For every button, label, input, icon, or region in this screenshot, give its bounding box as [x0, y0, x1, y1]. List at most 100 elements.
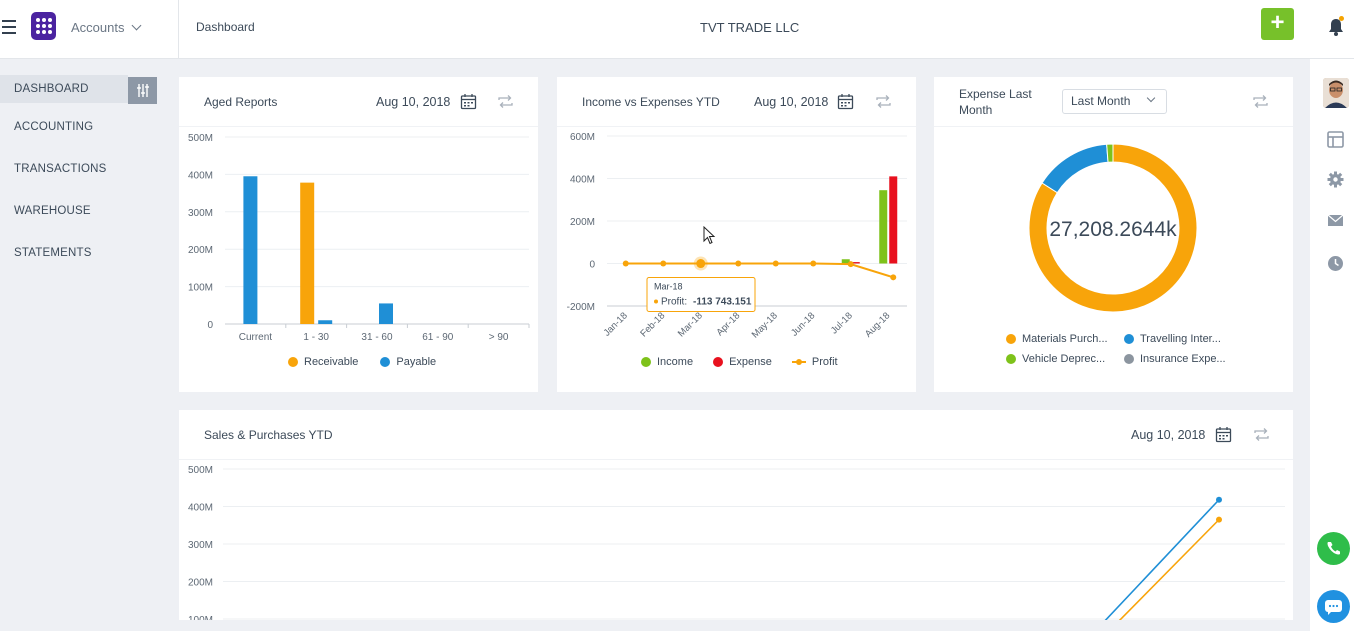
legend-label: Expense	[729, 356, 772, 368]
mouse-cursor	[703, 226, 716, 245]
bell-icon[interactable]	[1328, 18, 1344, 36]
income-chart: 600M 400M 200M 0 -200M Jan-18 Feb-18 Mar-18 Apr-…	[567, 132, 907, 341]
legend-label: Vehicle Deprec...	[1022, 353, 1106, 365]
card-title: Income vs Expenses YTD	[582, 95, 720, 109]
refresh-icon[interactable]	[1253, 426, 1270, 443]
tooltip-value: -113 743.151	[693, 297, 752, 308]
tooltip-box	[646, 277, 756, 312]
tooltip-label: Profit:	[661, 297, 687, 308]
bar-receivable	[300, 182, 315, 324]
y-tick-label: 200M	[188, 245, 213, 256]
bar-income	[879, 190, 888, 264]
refresh-icon[interactable]	[497, 93, 514, 110]
layout-icon[interactable]	[1327, 131, 1344, 148]
aged-legend: Receivable Payable	[288, 356, 436, 368]
x-tick-label: Mar-18	[676, 310, 705, 339]
legend-dot	[380, 357, 391, 367]
chevron-down-icon	[1146, 93, 1156, 103]
card-title: Expense Last Month	[959, 86, 1032, 118]
expense-donut-chart: 27,208.2644k	[1028, 143, 1198, 313]
gear-icon[interactable]	[1327, 171, 1344, 188]
card-date[interactable]: Aug 10, 2018	[754, 95, 829, 109]
card-title-line: Expense Last	[959, 87, 1032, 101]
card-header: Aged Reports Aug 10, 2018	[179, 77, 538, 127]
y-tick-label: 200M	[570, 217, 595, 228]
tooltip-dot	[654, 299, 658, 304]
chat-button[interactable]	[1317, 590, 1350, 623]
app-logo[interactable]	[31, 12, 56, 40]
card-date[interactable]: Aug 10, 2018	[1131, 428, 1206, 442]
x-tick-label: 31 - 60	[361, 332, 393, 343]
income-legend: Income Expense Profit	[641, 356, 838, 368]
legend-income[interactable]: Income	[641, 356, 693, 368]
card-title-line: Month	[959, 103, 993, 117]
sidebar-item-accounting[interactable]: ACCOUNTING	[14, 121, 94, 133]
legend-receivable[interactable]: Receivable	[288, 356, 358, 368]
y-tick-label: 400M	[188, 503, 213, 514]
y-tick-label: -200M	[567, 302, 595, 313]
legend-dot	[1124, 354, 1134, 364]
period-select-value: Last Month	[1071, 94, 1131, 108]
aged-reports-card: Aged Reports Aug 10, 2018 500M 400M 300M 20…	[179, 77, 538, 392]
y-tick-label: 400M	[188, 170, 213, 181]
legend-label: Income	[657, 356, 694, 368]
legend-vehicle[interactable]: Vehicle Deprec...	[1006, 353, 1124, 365]
sidebar-item-statements[interactable]: STATEMENTS	[14, 247, 92, 259]
expense-legend: Materials Purch... Travelling Inter... V…	[1006, 333, 1244, 365]
x-tick-label: Current	[239, 332, 273, 343]
breadcrumb[interactable]: Dashboard	[196, 20, 255, 34]
legend-insurance[interactable]: Insurance Expe...	[1124, 353, 1244, 365]
y-tick-label: 400M	[570, 175, 595, 186]
bar-income	[841, 259, 850, 264]
y-tick-label: 100M	[188, 615, 213, 620]
legend-dot	[1006, 334, 1016, 344]
y-tick-label: 300M	[188, 540, 213, 551]
bar-payable	[243, 176, 258, 324]
legend-payable[interactable]: Payable	[380, 356, 436, 368]
add-button[interactable]: +	[1261, 8, 1294, 40]
filter-settings-button[interactable]	[128, 77, 157, 104]
sidebar-item-transactions[interactable]: TRANSACTIONS	[14, 163, 107, 175]
series-line	[1104, 499, 1220, 620]
legend-expense[interactable]: Expense	[713, 356, 772, 368]
clock-icon[interactable]	[1327, 255, 1344, 272]
bar-payable	[318, 320, 333, 324]
donut-slice	[1028, 143, 1198, 313]
profit-point	[890, 274, 897, 281]
y-tick-label: 200M	[188, 578, 213, 589]
avatar[interactable]	[1323, 78, 1349, 108]
refresh-icon[interactable]	[875, 93, 892, 110]
divider	[178, 0, 179, 59]
refresh-icon[interactable]	[1252, 93, 1269, 110]
bar-payable	[379, 303, 393, 324]
sliders-icon	[137, 84, 149, 97]
legend-profit[interactable]: Profit	[791, 356, 838, 368]
sales-chart: 500M 400M 300M 200M 100M	[188, 465, 1285, 620]
income-expenses-card: Income vs Expenses YTD Aug 10, 2018 600M…	[557, 77, 916, 392]
menu-icon[interactable]	[2, 20, 16, 34]
legend-line-marker	[791, 359, 806, 365]
x-tick-label: Aug-18	[863, 310, 892, 339]
x-tick-label: May-18	[750, 310, 780, 340]
sidebar-item-warehouse[interactable]: WAREHOUSE	[14, 205, 91, 217]
mail-icon[interactable]	[1327, 212, 1344, 229]
phone-button[interactable]	[1317, 532, 1350, 565]
calendar-icon[interactable]	[837, 93, 854, 110]
card-date[interactable]: Aug 10, 2018	[376, 95, 451, 109]
sidebar-item-dashboard[interactable]: DASHBOARD	[0, 75, 128, 103]
profit-point	[622, 260, 629, 267]
legend-materials[interactable]: Materials Purch...	[1006, 333, 1124, 345]
chevron-down-icon	[132, 20, 142, 31]
app-switcher[interactable]: Accounts	[71, 20, 142, 35]
legend-travelling[interactable]: Travelling Inter...	[1124, 333, 1244, 345]
x-tick-label: Jan-18	[602, 310, 630, 338]
calendar-icon[interactable]	[1215, 426, 1232, 443]
profit-point	[772, 260, 779, 267]
calendar-icon[interactable]	[460, 93, 477, 110]
donut-slice	[1106, 143, 1114, 163]
legend-dot	[1124, 334, 1134, 344]
x-tick-label: Apr-18	[714, 310, 742, 338]
legend-label: Insurance Expe...	[1140, 353, 1226, 365]
period-select[interactable]: Last Month	[1062, 89, 1167, 114]
profit-point	[735, 260, 742, 267]
